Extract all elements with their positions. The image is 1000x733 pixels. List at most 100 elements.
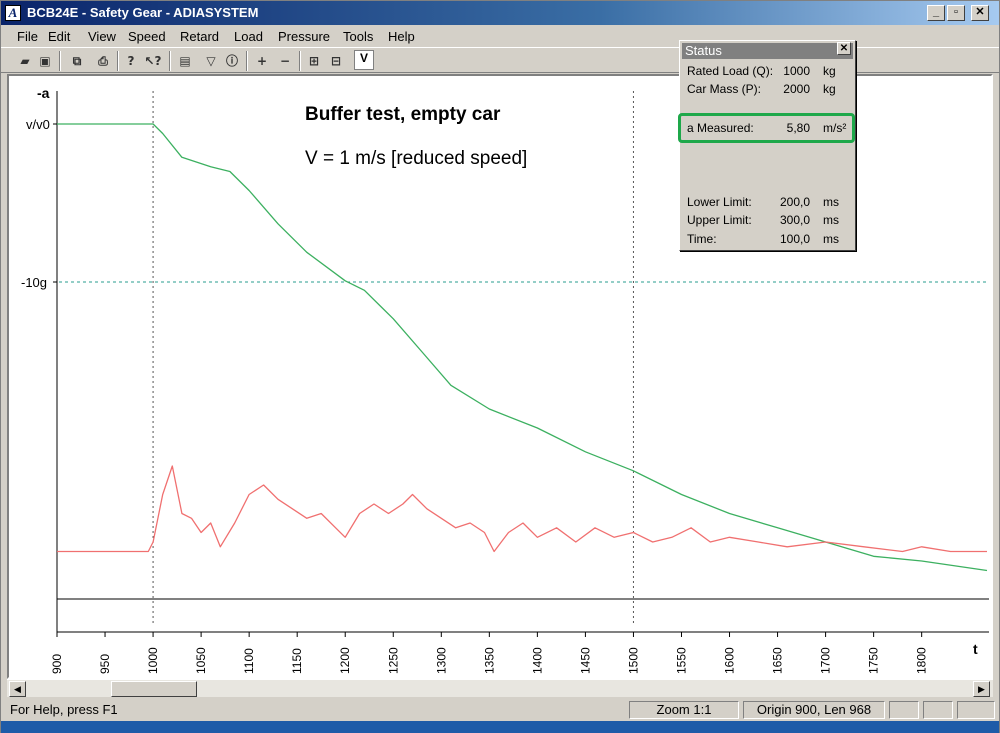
info-icon[interactable]: ⓘ	[225, 54, 238, 68]
open-icon[interactable]: ▰	[20, 54, 30, 68]
series-line-red	[57, 465, 987, 553]
scroll-left-icon[interactable]: ◀	[9, 681, 26, 697]
status-window-title[interactable]: Status	[682, 43, 853, 59]
menu-speed[interactable]: Speed	[128, 29, 166, 44]
x-tick-label: 1150	[290, 648, 304, 674]
app-icon[interactable]: A	[5, 5, 21, 21]
status-close-button[interactable]: ✕	[837, 42, 851, 55]
x-tick-label: 1600	[723, 647, 737, 674]
menu-pressure[interactable]: Pressure	[278, 29, 331, 44]
y-ref-label: -10g	[21, 275, 47, 290]
x-tick-label: 1400	[530, 647, 544, 674]
copy-icon[interactable]: ⧉	[72, 54, 82, 68]
status-unit: ms	[823, 195, 839, 209]
menu-bar: File Edit View Speed Retard Load Pressur…	[1, 25, 999, 47]
x-tick-label: 1750	[867, 647, 881, 674]
status-unit: kg	[823, 64, 836, 78]
status-panel-empty	[923, 701, 953, 719]
x-tick-label: 1100	[242, 648, 256, 674]
origin-indicator: Origin 900, Len 968	[743, 701, 885, 719]
status-value: 5,80	[786, 121, 810, 135]
menu-file[interactable]: File	[17, 29, 38, 44]
x-tick-label: 1700	[819, 647, 833, 674]
properties-icon[interactable]: ▤	[179, 54, 191, 68]
toolbar: ▰ ▣ ⧉ ⎙ ? ↖? ▤ ▽ ⓘ + − ⊞ ⊟ V	[1, 47, 999, 73]
chart-subtitle: V = 1 m/s [reduced speed]	[305, 148, 527, 169]
x-tick-label: 900	[50, 654, 64, 674]
help-icon[interactable]: ?	[127, 54, 135, 68]
horizontal-scrollbar[interactable]: ◀ ▶	[7, 679, 993, 697]
x-tick-label: 1550	[674, 647, 688, 674]
zoom-out-icon[interactable]: −	[279, 54, 291, 68]
menu-help[interactable]: Help	[388, 29, 415, 44]
status-label: Rated Load (Q):	[687, 64, 774, 78]
chart-2-icon[interactable]: ⊟	[330, 54, 342, 68]
zoom-in-icon[interactable]: +	[256, 54, 268, 68]
print-icon[interactable]: ⎙	[98, 54, 108, 68]
status-row-car-mass: Car Mass (P): 2000 kg	[680, 81, 857, 97]
x-tick-label: 1450	[578, 647, 592, 674]
save-icon[interactable]: ▣	[39, 54, 51, 68]
chart-canvas: 900 950 1000 1050 1100 1150 1200 1250 1300 1350 14…	[21, 85, 989, 674]
scroll-thumb[interactable]	[111, 681, 197, 697]
status-row-time: Time: 100,0 ms	[680, 231, 857, 247]
menu-load[interactable]: Load	[234, 29, 263, 44]
context-help-icon[interactable]: ↖?	[144, 54, 162, 68]
status-label: Lower Limit:	[687, 195, 752, 209]
x-tick-label: 950	[98, 654, 112, 674]
zoom-indicator: Zoom 1:1	[629, 701, 739, 719]
status-label: a Measured:	[687, 121, 754, 135]
menu-edit[interactable]: Edit	[48, 29, 71, 44]
x-tick-group: 900 950 1000 1050 1100 1150 1200 1250 1300 1350 14…	[50, 632, 929, 674]
v-button[interactable]: V	[354, 50, 374, 70]
status-unit: ms	[823, 213, 839, 227]
status-row-a-measured: a Measured: 5,80 m/s²	[680, 120, 857, 136]
restore-button[interactable]: ▫	[947, 5, 965, 21]
toolbar-separator	[299, 51, 301, 71]
status-value: 200,0	[779, 195, 810, 209]
filter-icon[interactable]: ▽	[206, 54, 216, 68]
menu-view[interactable]: View	[88, 29, 116, 44]
scroll-right-icon[interactable]: ▶	[973, 681, 990, 697]
status-value: 300,0	[779, 213, 810, 227]
status-row-rated-load: Rated Load (Q): 1000 kg	[680, 63, 857, 79]
x-tick-label: 1200	[338, 647, 352, 674]
status-label: Time:	[687, 232, 717, 246]
status-row-upper-limit: Upper Limit: 300,0 ms	[680, 212, 857, 228]
close-button[interactable]: ✕	[971, 5, 989, 21]
x-tick-label: 1250	[386, 647, 400, 674]
x-tick-label: 1500	[626, 647, 640, 674]
chart-title: Buffer test, empty car	[305, 104, 501, 125]
menu-tools[interactable]: Tools	[343, 29, 374, 44]
toolbar-separator	[59, 51, 61, 71]
toolbar-separator	[117, 51, 119, 71]
window-title: BCB24E - Safety Gear - ADIASYSTEM	[27, 5, 259, 20]
toolbar-separator	[169, 51, 171, 71]
menu-retard[interactable]: Retard	[180, 29, 220, 44]
measured-highlight-box	[678, 113, 855, 143]
x-tick-label: 1050	[194, 647, 208, 674]
status-value: 100,0	[779, 232, 810, 246]
chart-1-icon[interactable]: ⊞	[308, 54, 320, 68]
x-tick-label: 1350	[482, 647, 496, 674]
status-unit: kg	[823, 82, 836, 96]
status-unit: m/s²	[823, 121, 847, 135]
x-axis-label: t	[973, 641, 978, 657]
series-line-green	[57, 123, 988, 572]
status-unit: ms	[823, 232, 839, 246]
status-value: 2000	[783, 82, 810, 96]
title-bar[interactable]: A BCB24E - Safety Gear - ADIASYSTEM _ ▫ …	[1, 1, 999, 25]
minimize-button[interactable]: _	[927, 5, 945, 21]
help-text: For Help, press F1	[10, 702, 118, 717]
y-top-label: v/v0	[26, 117, 50, 132]
toolbar-separator	[246, 51, 248, 71]
status-value: 1000	[783, 64, 810, 78]
x-tick-label: 1000	[146, 647, 160, 674]
taskbar-strip	[1, 721, 999, 733]
status-window[interactable]: Status ✕ Rated Load (Q): 1000 kg Car Mas…	[678, 40, 857, 251]
x-tick-label: 1800	[915, 647, 929, 674]
status-label: Upper Limit:	[687, 213, 752, 227]
x-tick-label: 1300	[434, 647, 448, 674]
series-layer	[57, 123, 988, 572]
